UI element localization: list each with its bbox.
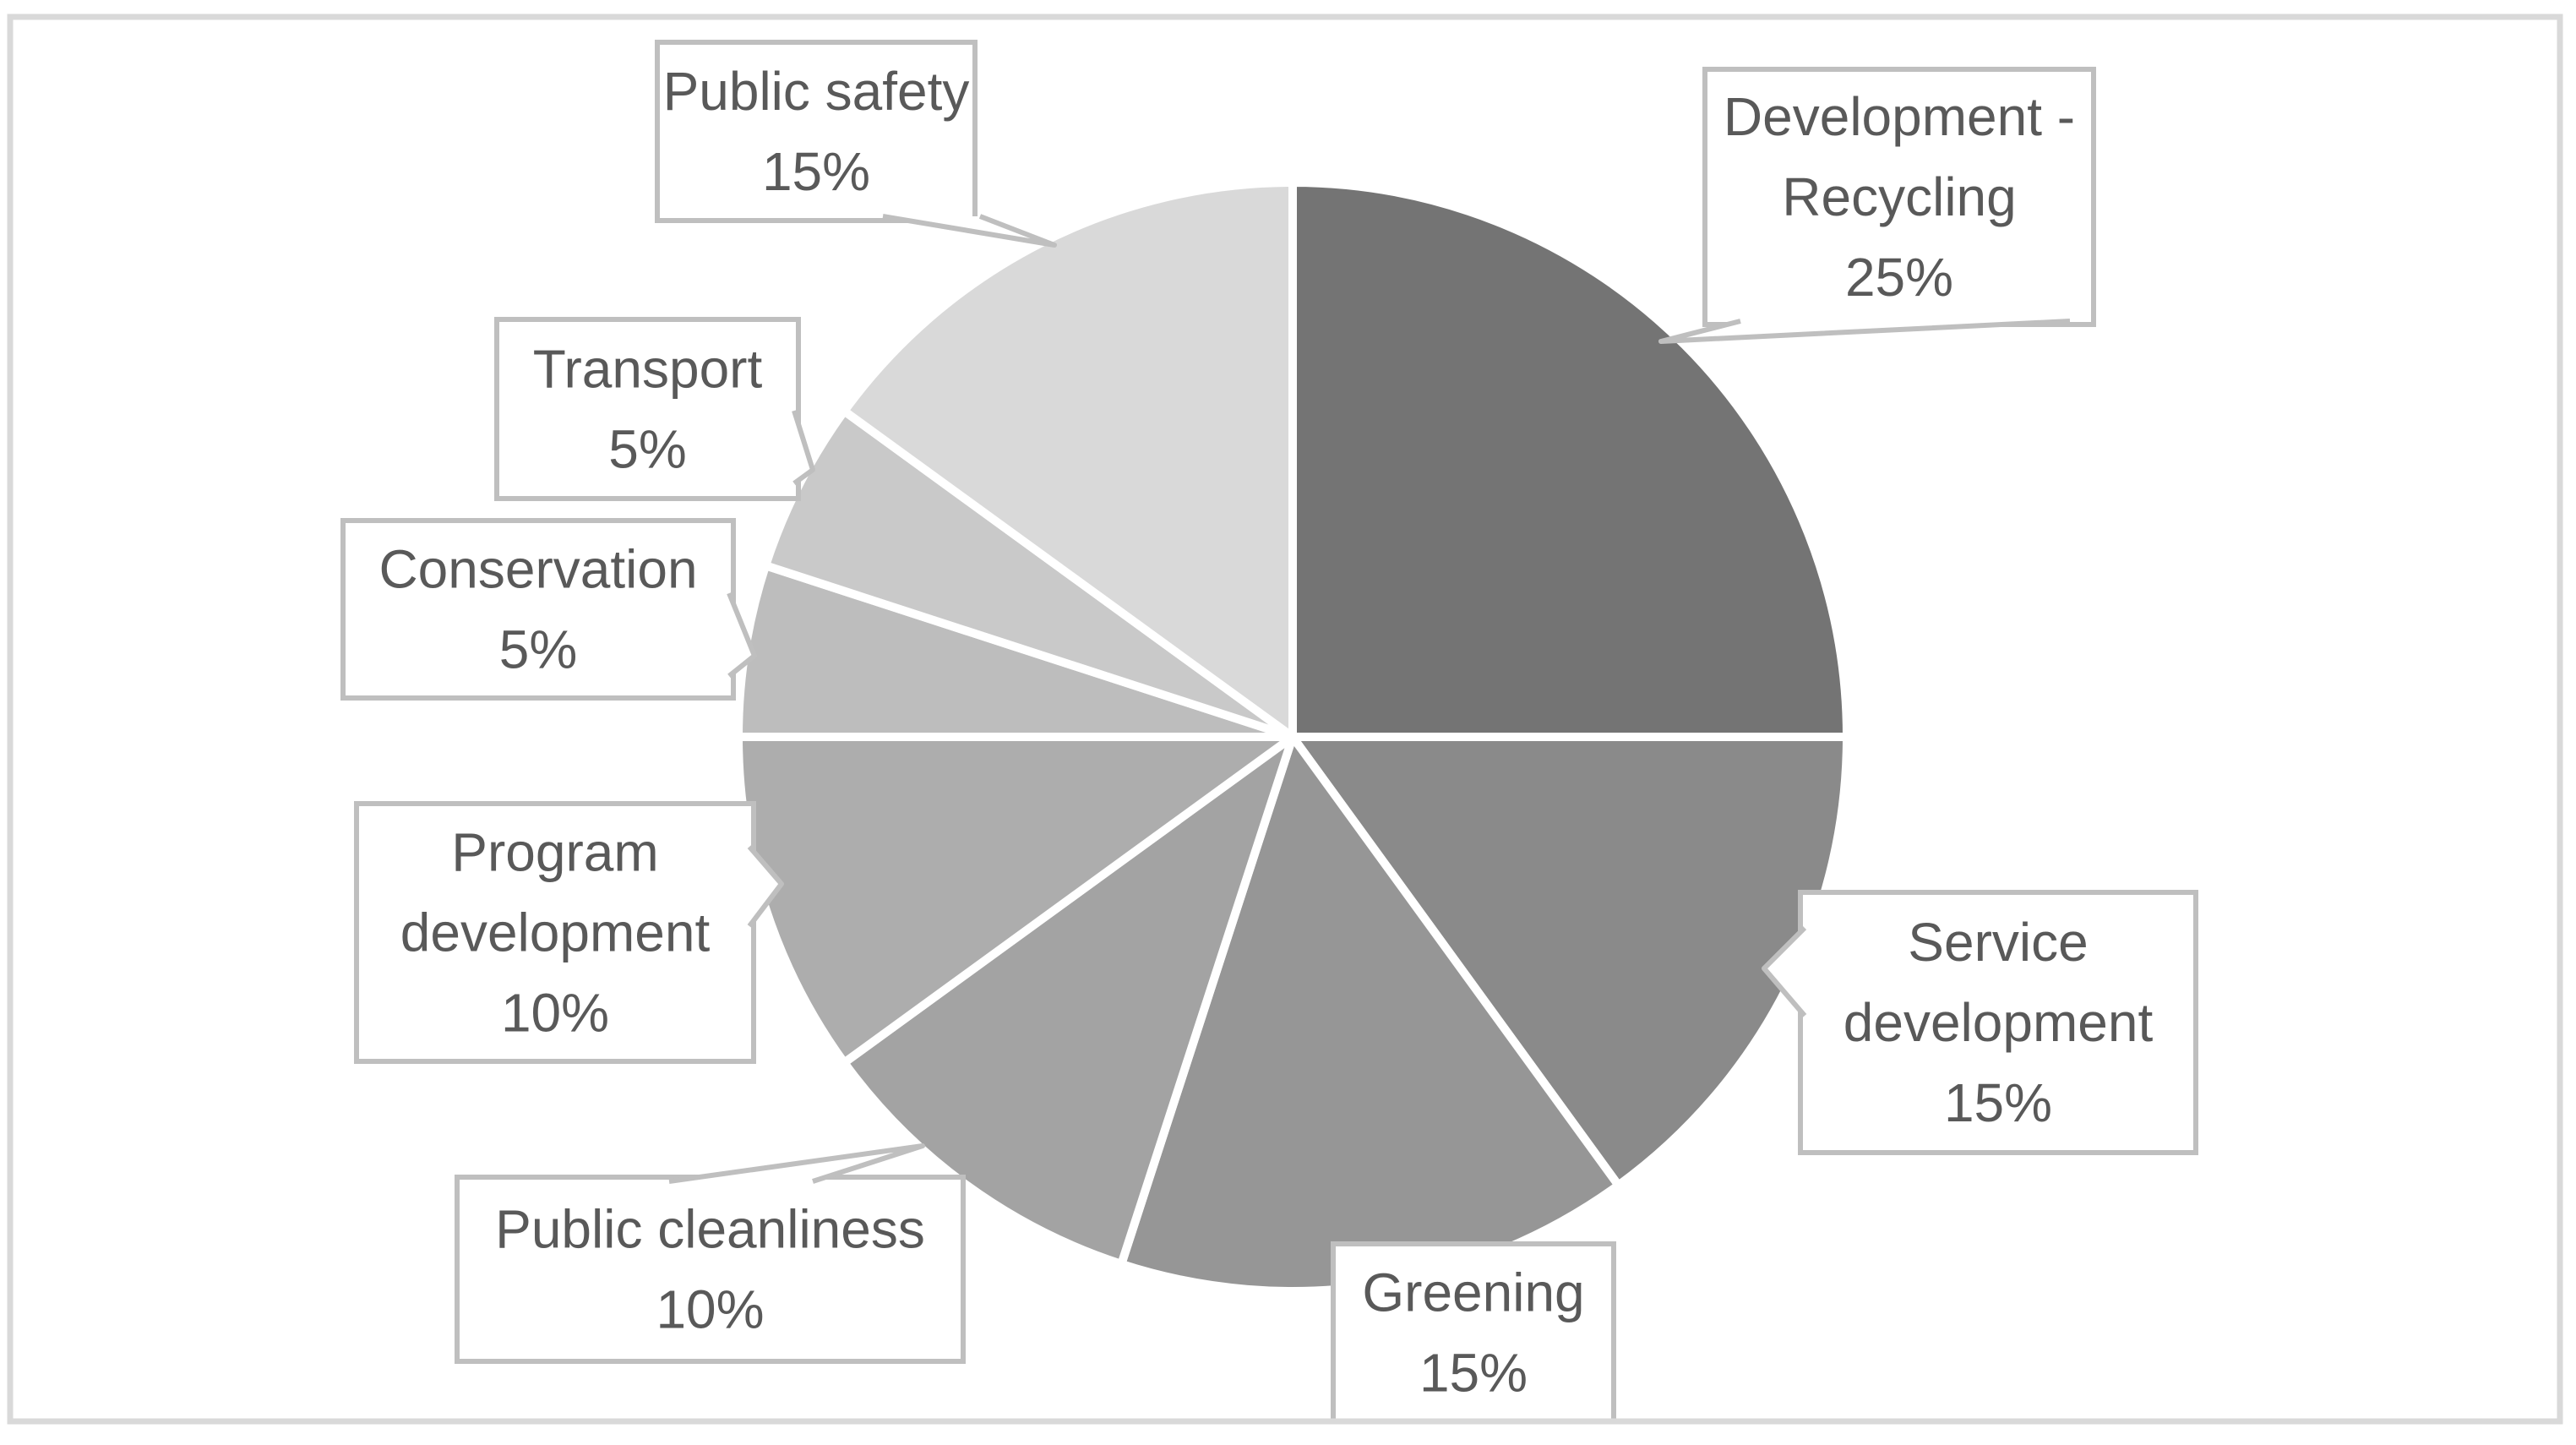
- callout-box-transport: [494, 317, 801, 501]
- callout-label-public-cleanliness-line1: Public cleanliness: [495, 1199, 925, 1260]
- pie-slice-public-cleanliness: [840, 733, 1297, 1268]
- callout-label-service-development-line2: development: [1844, 992, 2154, 1053]
- callout-label-public-safety-line1: Public safety: [663, 61, 970, 122]
- callout-label-conservation-line1: Conservation: [379, 539, 697, 600]
- figure-border: [7, 14, 2563, 1425]
- callout-box-program-development: [354, 801, 756, 1064]
- callout-leader-transport: [792, 410, 815, 486]
- callout-label-service-development-line1: Service: [1908, 912, 2088, 973]
- callout-label-program-development-line1: Program: [451, 822, 658, 883]
- callout-leader-service-development: [1762, 925, 1807, 1017]
- callout-label-public-safety-line2: 15%: [762, 141, 870, 202]
- callout-label-transport-line2: 5%: [608, 419, 687, 480]
- callout-label-development-recycling-line2: Recycling: [1782, 166, 2016, 227]
- callout-box-development-recycling: [1702, 67, 2096, 327]
- callout-leader-program-development: [747, 845, 784, 928]
- callout-box-public-safety: [655, 40, 978, 223]
- callout-leader-development-recycling: [1658, 319, 2071, 344]
- callout-label-greening-line2: 15%: [1419, 1343, 1528, 1404]
- callout-leader-public-cleanliness: [668, 1143, 925, 1184]
- callout-label-service-development-line3: 15%: [1944, 1072, 2052, 1133]
- callout-label-program-development-line2: development: [400, 902, 711, 963]
- callout-label-transport-line1: Transport: [533, 339, 763, 400]
- callout-leader-conservation: [727, 592, 757, 679]
- callout-label-development-recycling-line1: Development -: [1724, 86, 2075, 147]
- callout-box-service-development: [1798, 890, 2198, 1155]
- callout-label-public-cleanliness-line2: 10%: [656, 1279, 764, 1340]
- callout-label-program-development-line3: 10%: [501, 983, 609, 1044]
- callout-box-public-cleanliness: [455, 1175, 966, 1364]
- callout-label-development-recycling-line3: 25%: [1845, 247, 1953, 308]
- callout-label-greening-line1: Greening: [1362, 1262, 1584, 1323]
- callout-label-conservation-line2: 5%: [499, 619, 578, 680]
- callout-leader-public-safety: [882, 214, 1057, 248]
- pie-slice-development-recycling: [1288, 178, 1851, 741]
